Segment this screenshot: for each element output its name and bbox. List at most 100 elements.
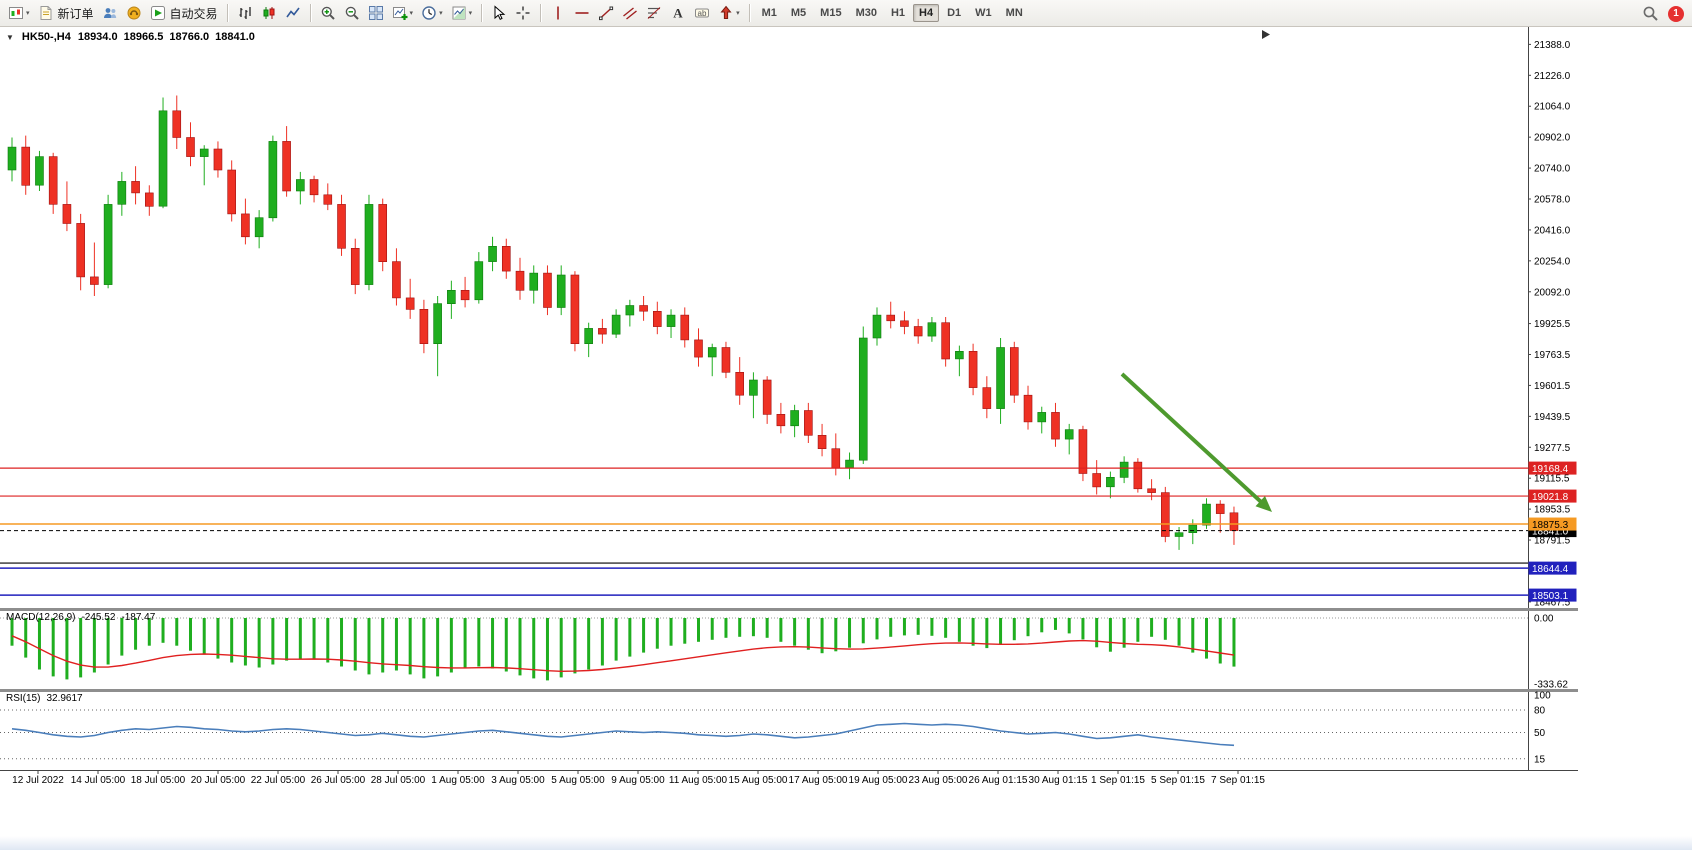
- candlestick-chart-icon: [261, 5, 277, 21]
- new-order-icon: [38, 5, 54, 21]
- collapse-chart-icon[interactable]: ▼: [6, 32, 14, 42]
- macd-axis-tick: -333.62: [1534, 680, 1568, 691]
- bull-candle: [1106, 476, 1115, 488]
- text-label-icon[interactable]: ab: [691, 2, 713, 24]
- price-tag-label: 18503.1: [1532, 591, 1569, 602]
- bear-candle: [350, 248, 360, 285]
- bull-candle: [103, 204, 113, 285]
- timeframe-h4[interactable]: H4: [913, 4, 940, 22]
- profiles-icon[interactable]: [99, 2, 121, 24]
- price-axis-tick: 21226.0: [1534, 71, 1571, 82]
- bull-candle: [433, 303, 442, 345]
- timeframe-m15[interactable]: M15: [820, 7, 842, 19]
- templates-icon[interactable]: ▾: [448, 2, 476, 24]
- price-axis-tick: 21388.0: [1534, 40, 1571, 51]
- price-axis-tick: 20092.0: [1534, 287, 1571, 298]
- bear-candle: [886, 314, 896, 322]
- horizontal-line-icon: [574, 5, 590, 21]
- price-axis-tick: 18791.5: [1534, 536, 1571, 547]
- trendline-icon: [598, 5, 614, 21]
- timeframe-m30[interactable]: M30: [855, 7, 877, 19]
- bull-candle: [556, 274, 566, 308]
- bar-chart-icon[interactable]: [234, 2, 256, 24]
- new-order-button[interactable]: 新订单: [35, 2, 97, 24]
- price-axis-tick: 21064.0: [1534, 102, 1571, 113]
- fibonacci-icon: [646, 5, 662, 21]
- time-axis-label: 15 Aug 05:00: [729, 775, 788, 786]
- rsi-axis-tick: 100: [1534, 691, 1551, 702]
- bear-candle: [1092, 473, 1101, 488]
- trendline-icon[interactable]: [595, 2, 617, 24]
- price-tag: [1528, 489, 1577, 503]
- horizontal-line-icon[interactable]: [571, 2, 593, 24]
- bear-candle: [392, 261, 401, 299]
- bull-candle: [845, 459, 854, 469]
- crosshair-icon[interactable]: [512, 2, 534, 24]
- community-icon[interactable]: [123, 2, 145, 24]
- timeframe-m1[interactable]: M1: [761, 7, 777, 19]
- price-axis-tick: 18467.5: [1534, 597, 1571, 608]
- bull-candle: [364, 204, 374, 285]
- rsi-line: [11, 722, 1235, 747]
- price-tag: [1528, 517, 1577, 531]
- panel-separator[interactable]: [0, 608, 1578, 611]
- bull-candle: [1064, 429, 1074, 440]
- rsi-axis-tick: 15: [1534, 754, 1546, 765]
- bear-candle: [543, 272, 552, 308]
- price-tag: [1528, 588, 1577, 602]
- bull-candle: [199, 148, 209, 157]
- dropdown-caret-icon: ▾: [409, 10, 414, 17]
- price-tag-label: 18644.4: [1532, 564, 1569, 575]
- bear-candle: [323, 194, 333, 205]
- price-axis-tick: 20902.0: [1534, 133, 1571, 144]
- panel-separator[interactable]: [0, 689, 1578, 692]
- zoom-out-icon: [344, 5, 360, 21]
- line-chart-icon[interactable]: [282, 2, 304, 24]
- bull-candle: [1188, 524, 1198, 533]
- price-axis-tick: 19601.5: [1534, 381, 1571, 392]
- timeframe-d1[interactable]: D1: [947, 7, 962, 19]
- search-icon[interactable]: [1642, 5, 1659, 22]
- bear-candle: [460, 289, 470, 301]
- price-axis-tick: 20578.0: [1534, 195, 1571, 206]
- bear-candle: [172, 110, 182, 138]
- price-chart-canvas[interactable]: 21388.0 21226.0 21064.0 20902.0 20740.0 20578…: [0, 27, 1692, 850]
- autotrading-button[interactable]: 自动交易: [147, 2, 221, 24]
- toolbar-separator: [481, 4, 483, 22]
- arrows-icon[interactable]: ▾: [715, 2, 743, 24]
- indicators-icon[interactable]: ▾: [389, 2, 417, 24]
- vertical-line-icon[interactable]: [547, 2, 569, 24]
- periods-icon[interactable]: ▾: [418, 2, 446, 24]
- equidistant-channel-icon[interactable]: [619, 2, 641, 24]
- notification-badge[interactable]: 1: [1668, 5, 1684, 22]
- timeframe-mn[interactable]: MN: [1005, 7, 1023, 19]
- new-chart-icon[interactable]: ▾: [5, 2, 33, 24]
- macd-main-value: -245.52: [81, 612, 116, 623]
- timeframe-m5[interactable]: M5: [790, 7, 807, 19]
- bull-candle: [749, 379, 758, 396]
- chart-ohlc-values: 18934.0 18966.5 18766.0 18841.0: [78, 31, 255, 43]
- zoom-in-icon[interactable]: [317, 2, 339, 24]
- price-axis-tick: 20740.0: [1534, 164, 1571, 175]
- trend-arrow[interactable]: [1120, 372, 1266, 507]
- bear-candle: [1229, 512, 1239, 531]
- ohlc-low: 18766.0: [169, 31, 210, 43]
- time-axis-label: 18 Jul 05:00: [131, 775, 186, 786]
- timeframe-w1[interactable]: W1: [975, 7, 992, 19]
- cursor-icon[interactable]: [488, 2, 510, 24]
- candlestick-chart-icon[interactable]: [258, 2, 280, 24]
- zoom-out-icon[interactable]: [341, 2, 363, 24]
- timeframe-h1[interactable]: H1: [890, 7, 906, 19]
- bear-candle: [241, 213, 250, 238]
- text-icon[interactable]: A: [667, 2, 689, 24]
- macd-signal-value: -187.47: [121, 612, 156, 623]
- tile-windows-icon[interactable]: [365, 2, 387, 24]
- fibonacci-icon[interactable]: [643, 2, 665, 24]
- ohlc-high: 18966.5: [123, 31, 164, 43]
- profiles-icon: [102, 5, 118, 21]
- time-axis-label: 30 Aug 01:15: [1029, 775, 1088, 786]
- time-axis-label: 26 Jul 05:00: [311, 775, 366, 786]
- bull-candle: [268, 141, 278, 219]
- price-axis-tick: 19439.5: [1534, 412, 1571, 423]
- ohlc-close: 18841.0: [215, 31, 255, 43]
